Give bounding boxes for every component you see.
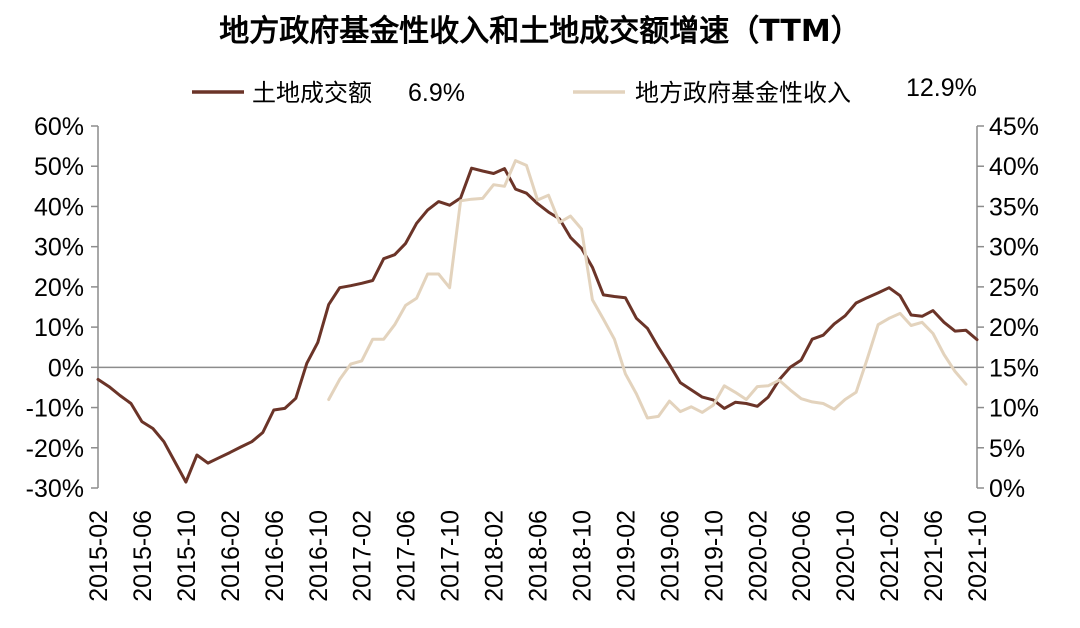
left-axis-tick-label: 20% [34,274,84,302]
axes: -30% -20% -10% 0% 10% 20% 30% 40% 50% 60% 0% 5% 10% 1… [26,113,1039,602]
x-axis-tick-label: 2019-06 [656,510,684,602]
right-axis-tick-label: 25% [989,274,1039,302]
x-axis-tick-label: 2020-06 [788,510,816,602]
x-axis-tick-label: 2020-10 [832,510,860,602]
left-axis-tick-label: 40% [34,193,84,221]
x-axis-tick-label: 2017-02 [349,510,377,602]
left-axis-tick-label: -20% [26,435,84,463]
right-axis-tick-label: 20% [989,314,1039,342]
legend: 土地成交额 6.9% 地方政府基金性收入 12.9% [192,74,977,107]
right-axis-tick-label: 40% [989,153,1039,181]
series-line-2 [327,159,968,420]
series-group [96,159,979,484]
x-axis-tick-label: 2016-02 [217,510,245,602]
x-axis-tick-label: 2018-06 [525,510,553,602]
left-axis-tick-label: -10% [26,395,84,423]
x-axis-tick-label: 2016-10 [305,510,333,602]
x-axis-tick-label: 2021-10 [964,510,992,602]
series-line-1 [96,166,979,484]
x-axis-tick-label: 2018-02 [481,510,509,602]
left-axis-tick-label: -30% [26,475,84,503]
right-axis-tick-label: 5% [989,435,1025,463]
right-axis-tick-label: 15% [989,354,1039,382]
x-axis-tick-label: 2019-02 [612,510,640,602]
right-axis-tick-label: 10% [989,395,1039,423]
x-axis-tick-label: 2017-06 [393,510,421,602]
left-axis-tick-label: 10% [34,314,84,342]
x-axis-tick-label: 2015-02 [85,510,113,602]
x-axis-tick-label: 2015-10 [173,510,201,602]
left-axis-tick-label: 60% [34,113,84,141]
left-axis-tick-label: 30% [34,234,84,262]
legend-label-2: 地方政府基金性收入 [635,79,851,107]
x-axis-tick-label: 2021-06 [920,510,948,602]
x-axis-tick-label: 2021-02 [876,510,904,602]
legend-value-2: 12.9% [906,74,977,102]
chart-title: 地方政府基金性收入和土地成交额增速（TTM） [219,14,861,49]
x-axis-tick-label: 2015-06 [129,510,157,602]
right-axis-tick-label: 0% [989,475,1025,503]
right-axis-tick-label: 35% [989,193,1039,221]
x-axis-tick-label: 2020-02 [744,510,772,602]
left-axis-tick-label: 50% [34,153,84,181]
x-axis-tick-label: 2017-10 [437,510,465,602]
left-axis-tick-label: 0% [48,354,84,382]
right-axis-tick-label: 45% [989,113,1039,141]
x-axis-tick-label: 2019-10 [700,510,728,602]
x-axis-tick-label: 2018-10 [568,510,596,602]
legend-label-1: 土地成交额 [252,79,372,107]
x-axis-tick-label: 2016-06 [261,510,289,602]
legend-value-1: 6.9% [408,79,465,107]
right-axis-tick-label: 30% [989,234,1039,262]
